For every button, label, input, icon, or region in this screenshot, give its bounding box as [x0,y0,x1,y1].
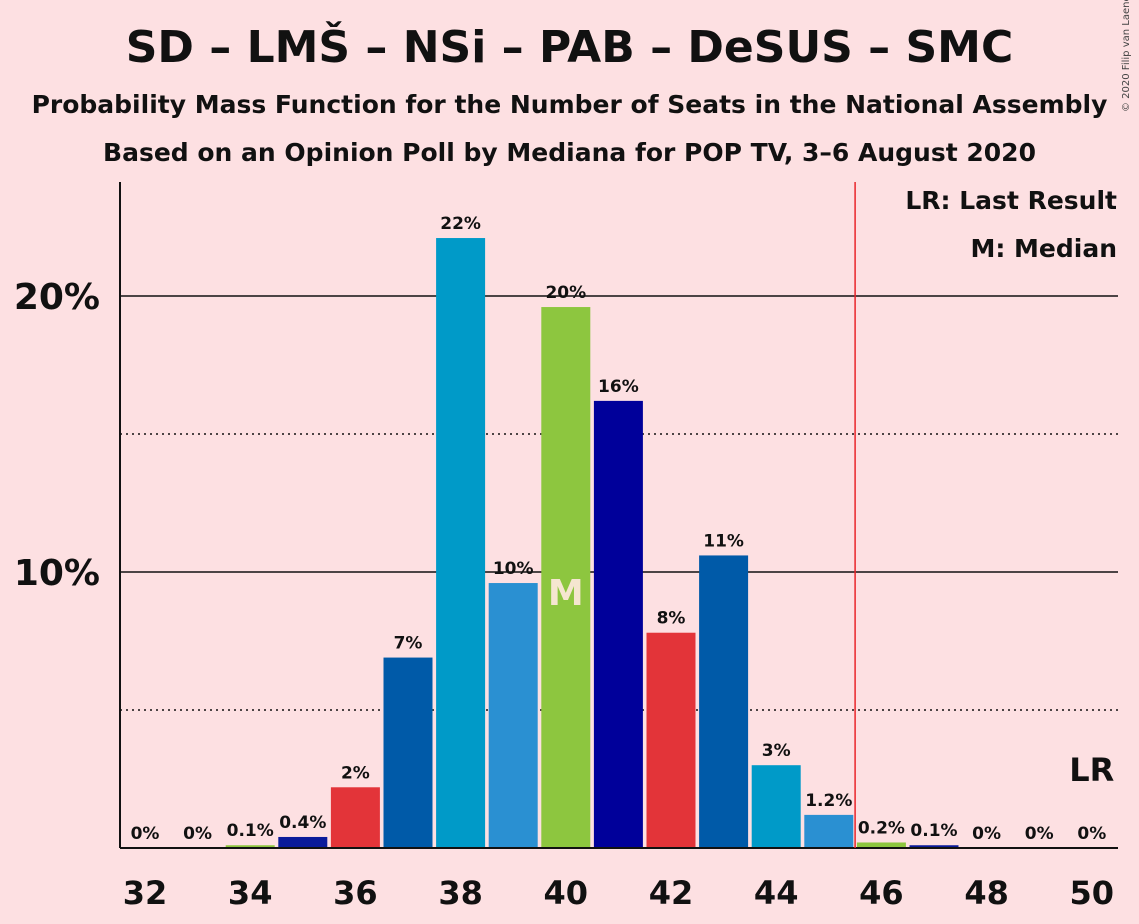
value-label-seat-34: 0.1% [227,821,274,841]
overlay-layer: M LR [548,182,1114,848]
value-label-seat-37: 7% [394,634,423,654]
value-label-seat-32: 0% [131,824,160,844]
legend-last-result: LR: Last Result [905,186,1117,215]
value-label-seat-38: 22% [440,214,481,234]
x-tick-label: 32 [123,874,168,912]
bar-seat-38 [436,238,486,849]
x-tick-label: 46 [859,874,904,912]
value-label-seat-50: 0% [1077,824,1106,844]
bar-seat-34 [225,845,275,848]
bar-seat-43 [699,555,749,848]
value-label-seat-36: 2% [341,763,370,783]
value-label-seat-40: 20% [545,283,586,303]
bars-layer [225,238,959,849]
value-label-seat-44: 3% [762,741,791,761]
bar-seat-44 [751,765,801,848]
bar-seat-46 [856,842,906,848]
value-label-seat-49: 0% [1025,824,1054,844]
bar-seat-41 [593,400,643,848]
bar-seat-42 [646,632,696,848]
chart-title: SD – LMŠ – NSi – PAB – DeSUS – SMC [125,22,1014,73]
x-tick-label: 48 [964,874,1009,912]
bar-seat-37 [383,657,433,848]
value-label-seat-48: 0% [972,824,1001,844]
value-label-seat-46: 0.2% [858,818,905,838]
axes-layer: 10% 20% 32 34 36 38 40 42 44 46 48 50 [14,182,1118,912]
x-tick-label: 36 [333,874,378,912]
bar-seat-45 [804,814,854,848]
bar-seat-47 [909,845,959,848]
value-label-seat-42: 8% [657,609,686,629]
value-label-seat-41: 16% [598,377,639,397]
value-label-seat-35: 0.4% [279,813,326,833]
value-label-seat-43: 11% [703,531,744,551]
legend-median: M: Median [970,234,1117,263]
x-tick-label: 42 [649,874,694,912]
bar-seat-36 [330,787,380,848]
x-tick-label: 34 [228,874,273,912]
value-label-seat-39: 10% [493,559,534,579]
value-label-seat-45: 1.2% [805,791,852,811]
bar-seat-35 [278,836,328,848]
bar-seat-39 [488,583,538,848]
x-tick-label: 50 [1070,874,1115,912]
bar-seat-40 [541,307,591,848]
chart-subtitle: Probability Mass Function for the Number… [31,90,1108,119]
last-result-marker: LR [1069,751,1114,789]
x-tick-label: 40 [544,874,589,912]
x-tick-label: 44 [754,874,799,912]
median-marker: M [548,573,584,614]
y-tick-label: 20% [14,277,100,318]
value-label-seat-33: 0% [183,824,212,844]
x-tick-label: 38 [438,874,483,912]
value-label-seat-47: 0.1% [910,821,957,841]
chart-subtitle-poll: Based on an Opinion Poll by Mediana for … [103,138,1036,167]
value-labels-layer: 0% 0% 0.1% 0.4%2%7%22%10%20%16%8%11%3%1.2%0… [131,214,1107,844]
y-tick-label: 10% [14,553,100,594]
